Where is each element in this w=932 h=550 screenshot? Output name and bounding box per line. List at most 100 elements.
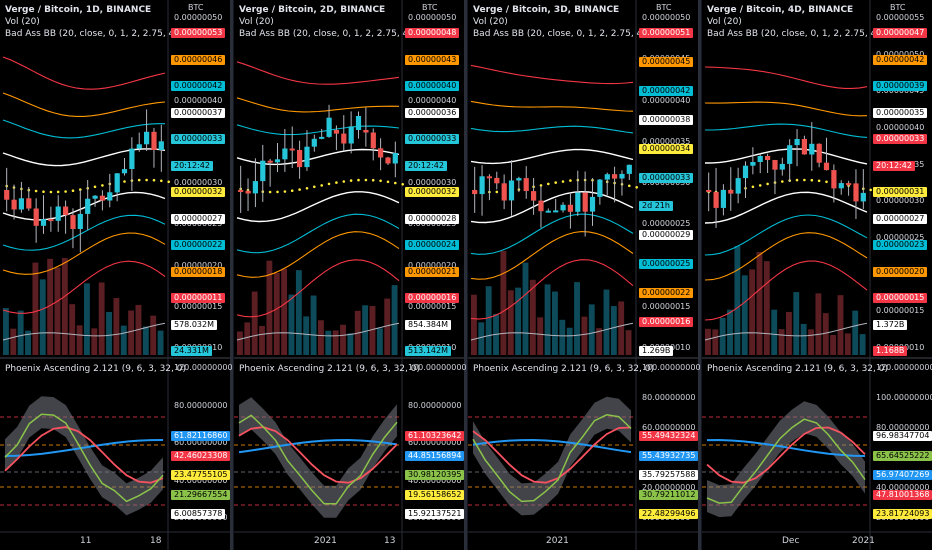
candle-body[interactable] <box>18 198 24 210</box>
candle-body[interactable] <box>378 148 384 158</box>
candle-body[interactable] <box>794 139 800 146</box>
candle-body[interactable] <box>750 162 756 166</box>
bollinger-legend[interactable]: Bad Ass BB (20, close, 0, 1, 2, 2.75, 4) <box>707 29 880 39</box>
candle-body[interactable] <box>326 117 332 137</box>
candle-body[interactable] <box>158 141 164 150</box>
oscillator-legend[interactable]: Phoenix Ascending 2.121 (9, 6, 3, 32, 0) <box>473 364 654 374</box>
candle-body[interactable] <box>238 190 244 192</box>
candle-body[interactable] <box>816 143 822 163</box>
candle-body[interactable] <box>311 138 317 147</box>
candle-body[interactable] <box>501 183 507 201</box>
candle-body[interactable] <box>304 146 310 168</box>
candle-body[interactable] <box>538 200 544 212</box>
candle-body[interactable] <box>121 169 128 174</box>
candle-body[interactable] <box>274 159 281 163</box>
candle-body[interactable] <box>282 148 288 160</box>
chart-panel-4[interactable]: Verge / Bitcoin, 4D, BINANCE Vol (20) Bad … <box>702 0 932 550</box>
chart-title[interactable]: Verge / Bitcoin, 3D, BINANCE <box>473 5 620 15</box>
candle-body[interactable] <box>363 130 369 133</box>
candle-body[interactable] <box>297 150 303 168</box>
candle-body[interactable] <box>589 196 596 212</box>
candle-body[interactable] <box>370 132 376 149</box>
candle-body[interactable] <box>545 210 551 213</box>
candle-body[interactable] <box>720 189 726 208</box>
candle-body[interactable] <box>385 157 391 164</box>
candle-body[interactable] <box>55 206 61 221</box>
chart-panel-3[interactable]: Verge / Bitcoin, 3D, BINANCE Vol (20) Bad … <box>468 0 701 550</box>
candle-body[interactable] <box>742 165 749 179</box>
candle-body[interactable] <box>494 177 500 184</box>
candle-body[interactable] <box>757 156 763 162</box>
candle-body[interactable] <box>612 174 618 179</box>
candle-body[interactable] <box>245 190 251 194</box>
candle-body[interactable] <box>4 190 10 200</box>
candle-body[interactable] <box>77 213 83 229</box>
chart-canvas[interactable] <box>234 0 464 550</box>
candle-body[interactable] <box>853 183 859 202</box>
candle-body[interactable] <box>151 131 157 150</box>
candle-body[interactable] <box>508 180 515 201</box>
candle-body[interactable] <box>479 176 485 195</box>
candle-body[interactable] <box>40 219 47 226</box>
oscillator-legend[interactable]: Phoenix Ascending 2.121 (9, 6, 3, 32, 0) <box>5 364 186 374</box>
candle-body[interactable] <box>597 179 603 197</box>
candle-body[interactable] <box>99 195 105 201</box>
candle-body[interactable] <box>48 219 54 222</box>
candle-body[interactable] <box>392 153 398 164</box>
candle-body[interactable] <box>626 164 632 174</box>
chart-title[interactable]: Verge / Bitcoin, 2D, BINANCE <box>239 5 386 15</box>
volume-legend[interactable]: Vol (20) <box>5 17 40 27</box>
candle-body[interactable] <box>114 173 120 193</box>
candle-body[interactable] <box>252 181 258 194</box>
candle-body[interactable] <box>619 173 625 179</box>
candle-body[interactable] <box>348 126 354 144</box>
chart-canvas[interactable] <box>0 0 230 550</box>
candle-body[interactable] <box>553 210 559 213</box>
panel-separator[interactable] <box>464 0 467 550</box>
candle-body[interactable] <box>486 176 492 179</box>
chart-canvas[interactable] <box>468 0 698 550</box>
volume-legend[interactable]: Vol (20) <box>707 17 742 27</box>
candle-body[interactable] <box>11 199 17 210</box>
candle-body[interactable] <box>772 160 778 170</box>
chart-panel-1[interactable]: Verge / Bitcoin, 1D, BINANCE Vol (20) Bad … <box>0 0 233 550</box>
candle-body[interactable] <box>765 156 771 160</box>
candle-body[interactable] <box>260 160 266 182</box>
candle-body[interactable] <box>129 148 135 169</box>
panel-separator[interactable] <box>230 0 233 550</box>
candle-body[interactable] <box>860 192 866 202</box>
candle-body[interactable] <box>728 189 734 194</box>
candle-body[interactable] <box>319 136 325 139</box>
candle-body[interactable] <box>92 195 98 199</box>
candle-body[interactable] <box>801 139 807 155</box>
bollinger-legend[interactable]: Bad Ass BB (20, close, 0, 1, 2, 2.75, 4) <box>473 29 646 39</box>
candle-body[interactable] <box>85 198 91 214</box>
candle-body[interactable] <box>582 192 588 212</box>
oscillator-legend[interactable]: Phoenix Ascending 2.121 (9, 6, 3, 32, 0) <box>239 364 420 374</box>
candle-body[interactable] <box>355 116 362 130</box>
candle-body[interactable] <box>809 143 815 155</box>
candle-body[interactable] <box>341 133 347 144</box>
chart-title[interactable]: Verge / Bitcoin, 4D, BINANCE <box>707 5 854 15</box>
candle-body[interactable] <box>787 145 793 164</box>
bollinger-legend[interactable]: Bad Ass BB (20, close, 0, 1, 2, 2.75, 4) <box>5 29 178 39</box>
bollinger-legend[interactable]: Bad Ass BB (20, close, 0, 1, 2, 2.75, 4) <box>239 29 412 39</box>
panel-separator[interactable] <box>698 0 701 550</box>
candle-body[interactable] <box>33 208 39 226</box>
candle-body[interactable] <box>333 130 339 134</box>
candle-body[interactable] <box>267 160 273 163</box>
volume-legend[interactable]: Vol (20) <box>473 17 508 27</box>
candle-body[interactable] <box>63 206 69 216</box>
candle-body[interactable] <box>735 178 741 194</box>
candle-body[interactable] <box>846 183 852 186</box>
candle-body[interactable] <box>706 190 712 192</box>
candle-body[interactable] <box>516 178 522 181</box>
candle-body[interactable] <box>560 204 566 211</box>
candle-body[interactable] <box>604 174 610 180</box>
chart-panel-2[interactable]: Verge / Bitcoin, 2D, BINANCE Vol (20) Bad … <box>234 0 467 550</box>
candle-body[interactable] <box>823 162 830 171</box>
candle-body[interactable] <box>838 183 844 189</box>
candle-body[interactable] <box>26 198 32 209</box>
chart-canvas[interactable] <box>702 0 932 550</box>
candle-body[interactable] <box>567 204 573 212</box>
